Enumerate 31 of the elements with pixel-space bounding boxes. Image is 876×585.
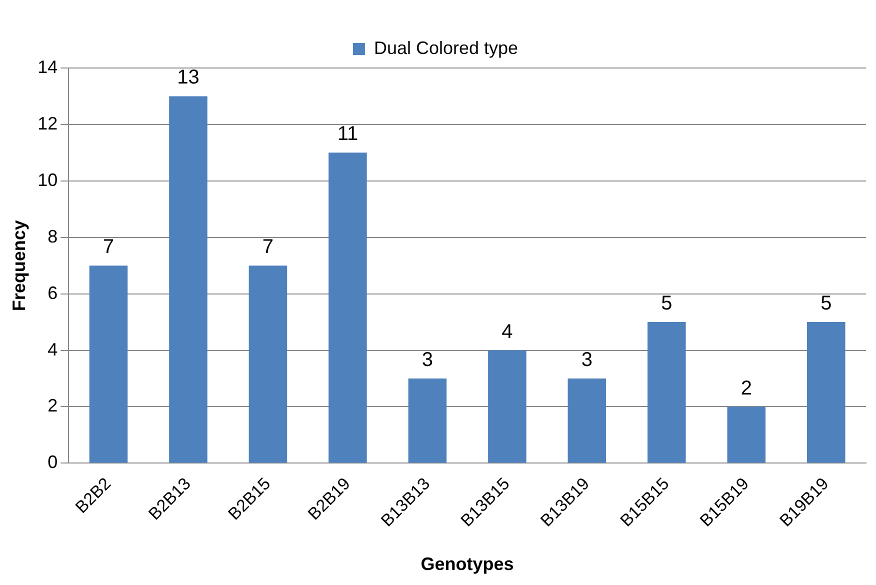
x-axis-title: Genotypes [420, 554, 514, 574]
data-label: 7 [262, 236, 274, 258]
data-label: 3 [422, 349, 434, 372]
y-tick-label: 8 [48, 226, 58, 246]
bar [806, 322, 846, 463]
y-tick-label: 6 [48, 282, 58, 303]
data-label: 5 [661, 292, 672, 315]
legend-label: Dual Colored type [374, 38, 518, 58]
data-label: 11 [337, 123, 358, 146]
data-label: 7 [102, 236, 114, 258]
bar [248, 266, 288, 463]
bar [328, 152, 367, 463]
y-tick-label: 2 [48, 396, 58, 416]
bar [568, 378, 606, 463]
data-label: 5 [820, 292, 832, 315]
data-label: 2 [740, 377, 752, 400]
y-tick-label: 12 [38, 113, 58, 134]
y-tick-label: 10 [38, 170, 58, 190]
y-tick-label: 14 [38, 56, 58, 77]
data-label: 13 [177, 66, 200, 89]
bar [169, 96, 208, 463]
bar [89, 266, 128, 463]
y-axis-title: Frequency [8, 220, 29, 312]
bar [408, 378, 447, 463]
bar [727, 406, 766, 463]
y-tick-label: 0 [48, 452, 58, 472]
data-label: 3 [581, 349, 592, 372]
data-label: 4 [502, 320, 513, 343]
bar [488, 350, 526, 463]
y-tick-label: 4 [48, 339, 58, 360]
bar [648, 322, 686, 463]
